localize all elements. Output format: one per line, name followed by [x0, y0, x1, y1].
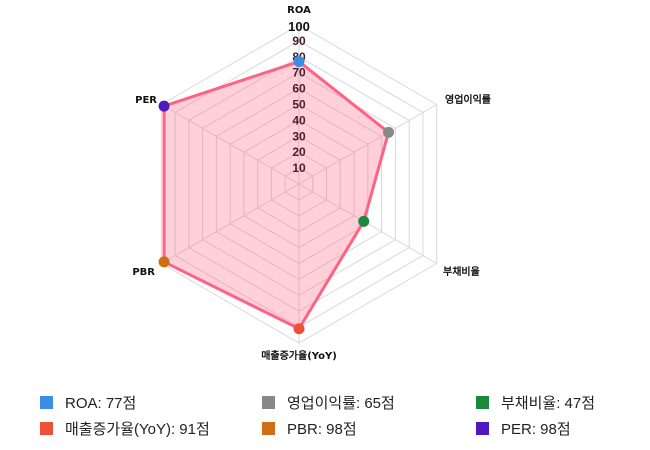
tick-label: 20 — [292, 145, 306, 159]
axis-label: ROA — [287, 5, 311, 16]
data-point — [358, 215, 370, 227]
legend-swatch — [40, 396, 53, 409]
tick-label: 90 — [292, 34, 306, 48]
tick-label: 40 — [292, 113, 306, 127]
legend-label: PBR: 98점 — [287, 421, 357, 438]
legend-item-revenue-growth[interactable]: 매출증가율(YoY): 91점 — [40, 418, 210, 439]
radar-chart: 102030405060708090100ROA영업이익률부채비율매출증가율(Y… — [132, 5, 491, 362]
legend-item-roa[interactable]: ROA: 77점 — [40, 392, 136, 413]
tick-label: 50 — [292, 98, 306, 112]
legend-item-operating-margin[interactable]: 영업이익률: 65점 — [262, 392, 395, 413]
axis-label: PBR — [132, 267, 155, 278]
axis-label: 부채비율 — [443, 265, 480, 278]
legend-swatch — [262, 396, 275, 409]
tick-label: 100 — [288, 19, 310, 34]
grid-spoke — [161, 183, 300, 264]
legend-swatch — [262, 422, 275, 435]
tick-label: 60 — [292, 82, 306, 96]
legend-swatch — [40, 422, 53, 435]
legend-label: 부채비율: 47점 — [501, 395, 596, 412]
grid-spoke — [161, 104, 300, 185]
grid-spoke — [298, 104, 437, 185]
legend-item-debt-ratio[interactable]: 부채비율: 47점 — [476, 392, 595, 413]
axis-label: PER — [135, 95, 157, 106]
legend-label: 영업이익률: 65점 — [287, 395, 395, 412]
data-point — [158, 100, 170, 112]
series-area — [162, 60, 391, 331]
legend-label: 매출증가율(YoY): 91점 — [65, 421, 210, 438]
legend-swatch — [476, 422, 489, 435]
data-point — [293, 56, 305, 68]
data-point — [293, 323, 305, 335]
legend-swatch — [476, 396, 489, 409]
tick-label: 10 — [292, 161, 306, 175]
legend-item-pbr[interactable]: PBR: 98점 — [262, 418, 357, 439]
legend-label: PER: 98점 — [501, 421, 571, 438]
axis-label: 영업이익률 — [445, 93, 491, 106]
data-point — [158, 256, 170, 268]
data-point — [383, 126, 395, 138]
legend-item-per[interactable]: PER: 98점 — [476, 418, 571, 439]
tick-label: 30 — [292, 129, 306, 143]
tick-label: 70 — [292, 66, 306, 80]
axis-label: 매출증가율(YoY) — [261, 349, 337, 362]
legend-label: ROA: 77점 — [65, 395, 137, 412]
